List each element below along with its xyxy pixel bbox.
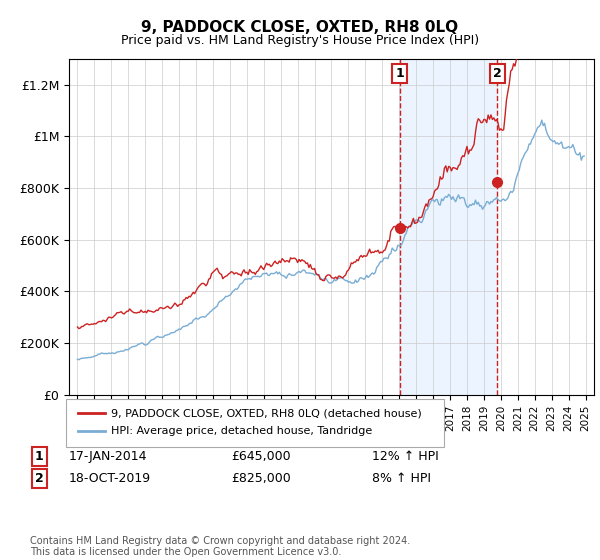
Bar	[400, 59, 497, 395]
Text: 9, PADDOCK CLOSE, OXTED, RH8 0LQ (detached house): 9, PADDOCK CLOSE, OXTED, RH8 0LQ (detach…	[111, 408, 422, 418]
Text: 8% ↑ HPI: 8% ↑ HPI	[372, 472, 431, 486]
Text: 2: 2	[35, 472, 43, 486]
Text: 9, PADDOCK CLOSE, OXTED, RH8 0LQ: 9, PADDOCK CLOSE, OXTED, RH8 0LQ	[142, 20, 458, 35]
Text: 1: 1	[35, 450, 43, 463]
Text: £645,000: £645,000	[231, 450, 290, 463]
Text: 12% ↑ HPI: 12% ↑ HPI	[372, 450, 439, 463]
Text: 17-JAN-2014: 17-JAN-2014	[69, 450, 148, 463]
Text: 18-OCT-2019: 18-OCT-2019	[69, 472, 151, 486]
Text: 2: 2	[493, 67, 502, 80]
Text: £825,000: £825,000	[231, 472, 291, 486]
Text: Price paid vs. HM Land Registry's House Price Index (HPI): Price paid vs. HM Land Registry's House …	[121, 34, 479, 46]
Text: Contains HM Land Registry data © Crown copyright and database right 2024.
This d: Contains HM Land Registry data © Crown c…	[30, 535, 410, 557]
Text: 1: 1	[395, 67, 404, 80]
Text: HPI: Average price, detached house, Tandridge: HPI: Average price, detached house, Tand…	[111, 426, 372, 436]
